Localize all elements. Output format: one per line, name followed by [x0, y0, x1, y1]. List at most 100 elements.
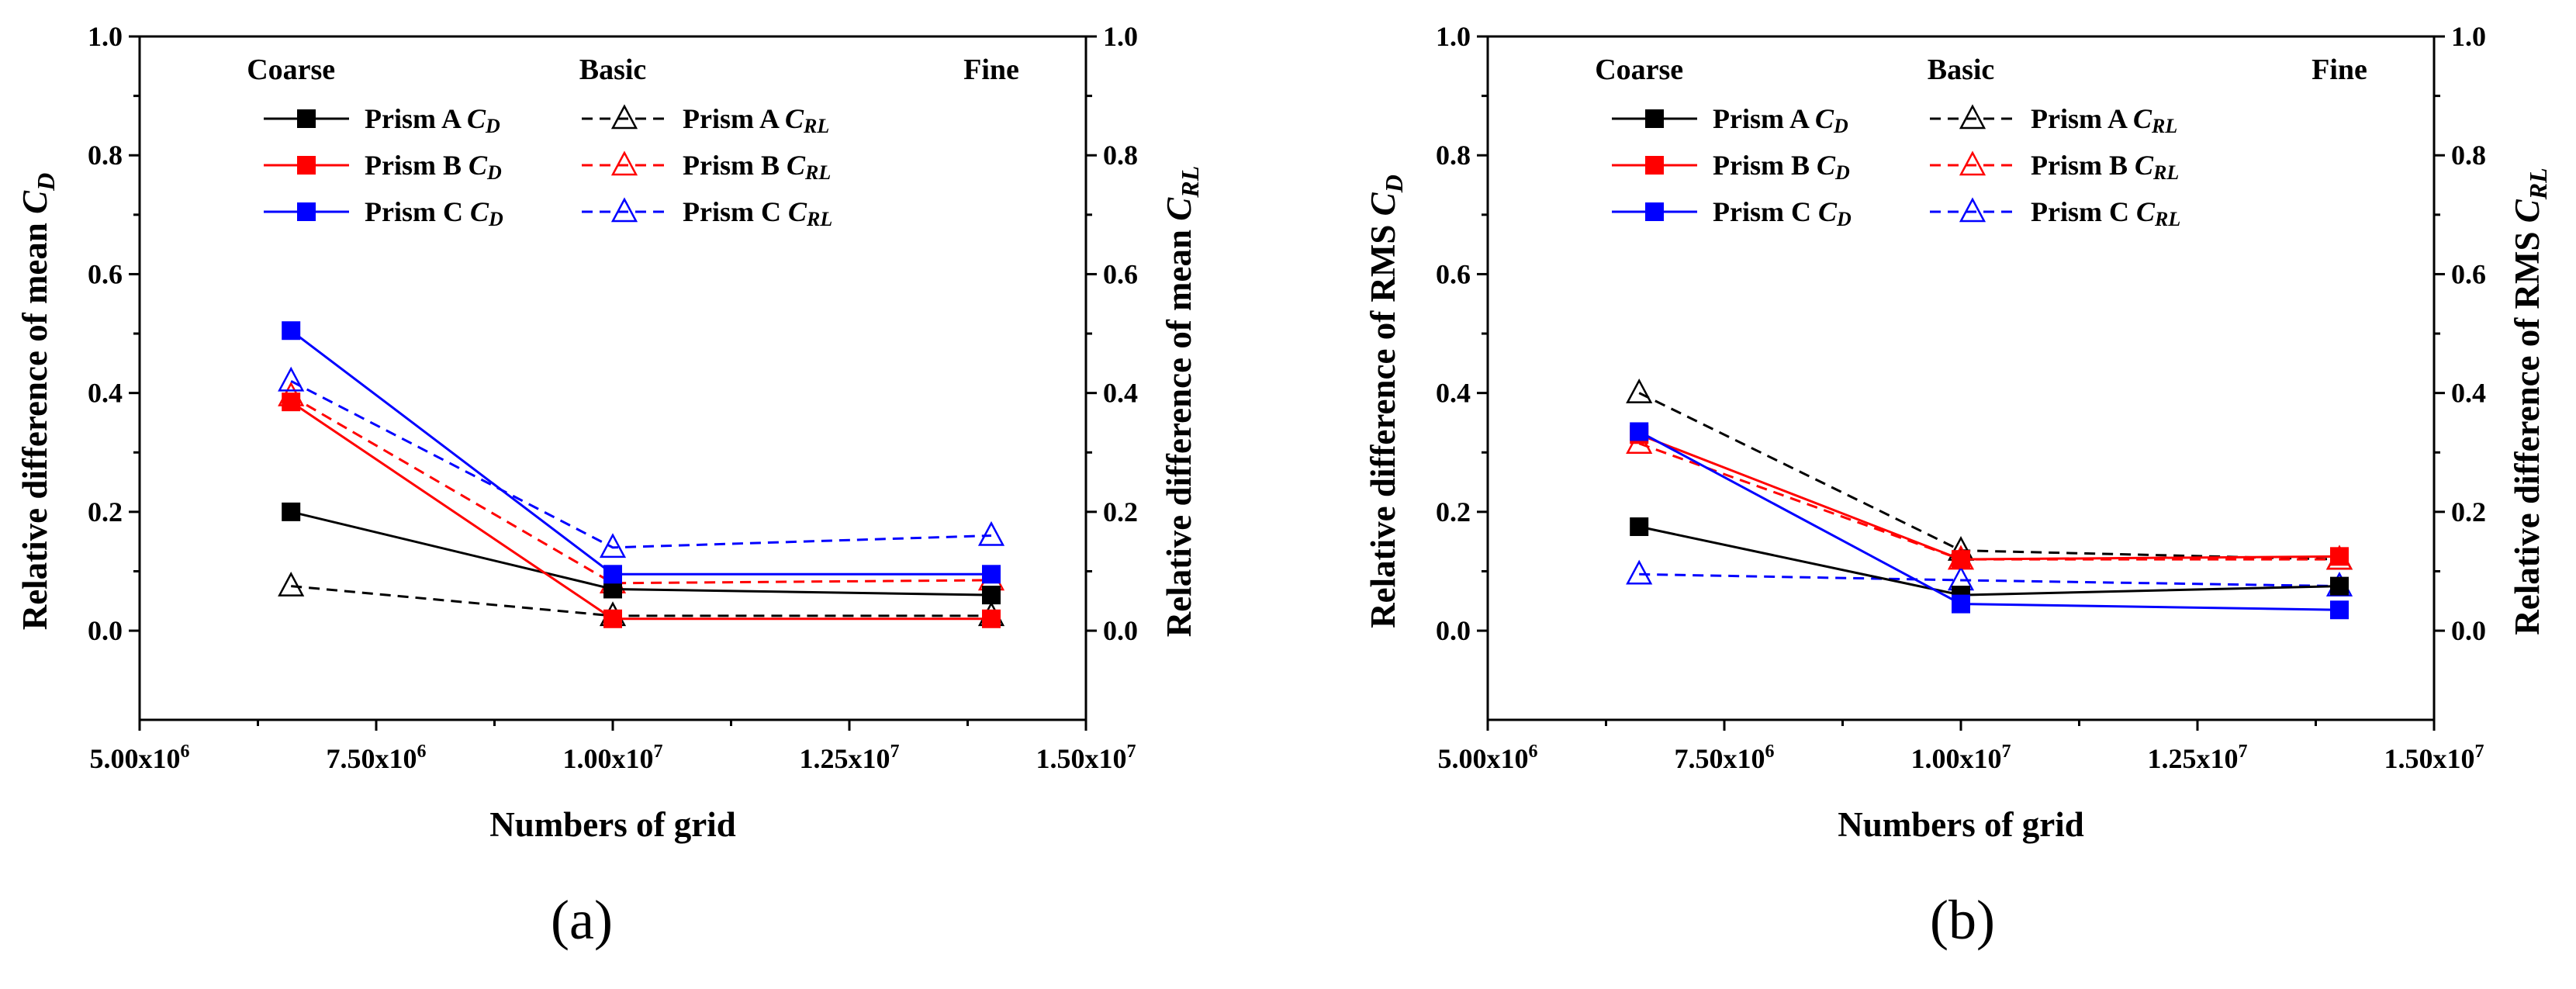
y-tick-label-right: 0.6: [2451, 258, 2486, 289]
x-tick-label: 1.50x107: [2384, 742, 2484, 774]
legend-item: Prism A CD: [264, 103, 500, 137]
data-point: [297, 202, 316, 221]
legend-label: Prism C CD: [365, 196, 503, 230]
series-line: [1638, 433, 2340, 561]
y-tick-label-right: 0.4: [2451, 378, 2486, 409]
series-line: [1639, 572, 2340, 588]
y-axis-title-left: Relative difference of RMS CD: [1364, 175, 1408, 628]
data-point: [282, 321, 301, 341]
legend-label: Prism B CD: [1713, 150, 1850, 184]
legend-item: Prism A CD: [1612, 103, 1848, 137]
data-point: [603, 609, 622, 628]
data-point: [610, 150, 638, 176]
y-tick-label-right: 0.8: [2451, 140, 2486, 171]
data-point: [297, 156, 316, 175]
y-tick-label-left: 0.2: [88, 496, 123, 527]
x-tick-label: 1.25x107: [800, 742, 900, 774]
plot-frame: [1486, 35, 2436, 721]
data-point: [278, 571, 305, 597]
data-point: [1959, 197, 1986, 223]
x-tick-label: 7.50x106: [1675, 742, 1775, 774]
y-tick-label-right: 0.0: [1103, 615, 1138, 646]
data-point: [282, 392, 301, 412]
data-point: [1952, 550, 1970, 569]
y-tick-label-left: 0.4: [88, 378, 123, 409]
x-tick-label: 1.00x107: [563, 742, 663, 774]
x-tick-label: 5.00x106: [1438, 742, 1538, 774]
data-point: [1645, 109, 1664, 128]
x-tick-label: 1.25x107: [2148, 742, 2248, 774]
legend-label: Prism A CRL: [683, 103, 829, 137]
data-point: [1959, 150, 1986, 176]
data-point: [1645, 202, 1664, 221]
legend-label: Prism C CRL: [2031, 196, 2180, 230]
legend-item: Prism C CRL: [582, 196, 832, 230]
y-tick-label-left: 0.6: [88, 258, 123, 289]
data-point: [2330, 600, 2349, 620]
series-line: [290, 379, 992, 549]
legend-label: Prism A CD: [365, 103, 500, 137]
y-tick-label-left: 0.4: [1436, 378, 1471, 409]
y-axis-title-left: Relative difference of mean CD: [16, 173, 60, 631]
data-point: [1626, 559, 1653, 585]
x-tick-label: 5.00x106: [90, 742, 190, 774]
y-axis-title-right: Relative difference of RMS CRL: [2508, 168, 2552, 635]
legend-item: Prism A CRL: [582, 103, 829, 137]
data-point: [977, 520, 1005, 546]
x-tick-label: 7.50x106: [327, 742, 427, 774]
series-prism-c-rl: [278, 366, 1005, 558]
data-point: [603, 565, 622, 584]
chart-panel-a: 0.0 0.0 0.2 0.2 0.4 0.4 0.6 0.6 0.8 0.8 1.0 1.0 5.00…: [16, 21, 1204, 951]
legend-label: Prism A CD: [1713, 103, 1848, 137]
series-prism-b-rl: [278, 381, 1005, 594]
x-axis-title: Numbers of grid: [1838, 805, 2083, 844]
data-point: [2330, 547, 2349, 566]
legend: Prism A CD Prism B CD Prism C CD Prism A CR…: [264, 103, 832, 230]
data-point: [1645, 156, 1664, 175]
series-line: [290, 395, 992, 585]
grid-level-label-coarse: Coarse: [247, 54, 335, 86]
legend-item: Prism C CD: [264, 196, 503, 230]
y-tick-label-right: 1.0: [2451, 21, 2486, 52]
data-point: [1630, 422, 1649, 441]
y-axis-title-right: Relative difference of mean CRL: [1160, 166, 1204, 637]
y-tick-label-left: 0.6: [1436, 258, 1471, 289]
y-tick-label-right: 0.4: [1103, 378, 1138, 409]
legend-item: Prism C CD: [1612, 196, 1852, 230]
data-point: [1959, 104, 1986, 130]
legend-item: Prism B CRL: [582, 150, 831, 184]
data-point: [610, 104, 638, 130]
y-tick-label-right: 1.0: [1103, 21, 1138, 52]
data-point: [297, 109, 316, 128]
data-point: [2330, 576, 2349, 596]
grid-level-label-coarse: Coarse: [1595, 54, 1683, 86]
legend-item: Prism A CRL: [1930, 103, 2177, 137]
subfigure-label: (b): [1930, 889, 1995, 951]
y-tick-label-left: 0.2: [1436, 496, 1471, 527]
grid-level-label-fine: Fine: [2311, 54, 2367, 86]
series-prism-c-d: [1630, 422, 2349, 620]
series-line: [1638, 431, 2340, 611]
data-point: [1626, 379, 1653, 403]
data-point: [982, 609, 1001, 628]
subfigure-label: (a): [551, 889, 613, 951]
legend-item: Prism C CRL: [1930, 196, 2180, 230]
series-prism-b-d: [282, 392, 1001, 628]
y-tick-label-right: 0.0: [2451, 615, 2486, 646]
legend-item: Prism B CD: [264, 150, 502, 184]
y-tick-label-left: 0.0: [1436, 615, 1471, 646]
y-tick-label-left: 1.0: [1436, 21, 1471, 52]
legend-item: Prism B CRL: [1930, 150, 2179, 184]
series-line: [1638, 442, 2339, 561]
data-point: [610, 197, 638, 223]
data-point: [1630, 517, 1649, 537]
y-tick-label-right: 0.6: [1103, 258, 1138, 289]
data-point: [982, 586, 1001, 605]
x-axis-title: Numbers of grid: [489, 805, 735, 844]
series-prism-c-rl: [1626, 559, 2353, 597]
y-tick-label-right: 0.2: [2451, 496, 2486, 527]
chart-panel-b: 0.0 0.0 0.2 0.2 0.4 0.4 0.6 0.6 0.8 0.8 1.0 1.0 5.00…: [1364, 21, 2552, 951]
y-tick-label-right: 0.8: [1103, 140, 1138, 171]
x-tick-label: 1.00x107: [1911, 742, 2011, 774]
